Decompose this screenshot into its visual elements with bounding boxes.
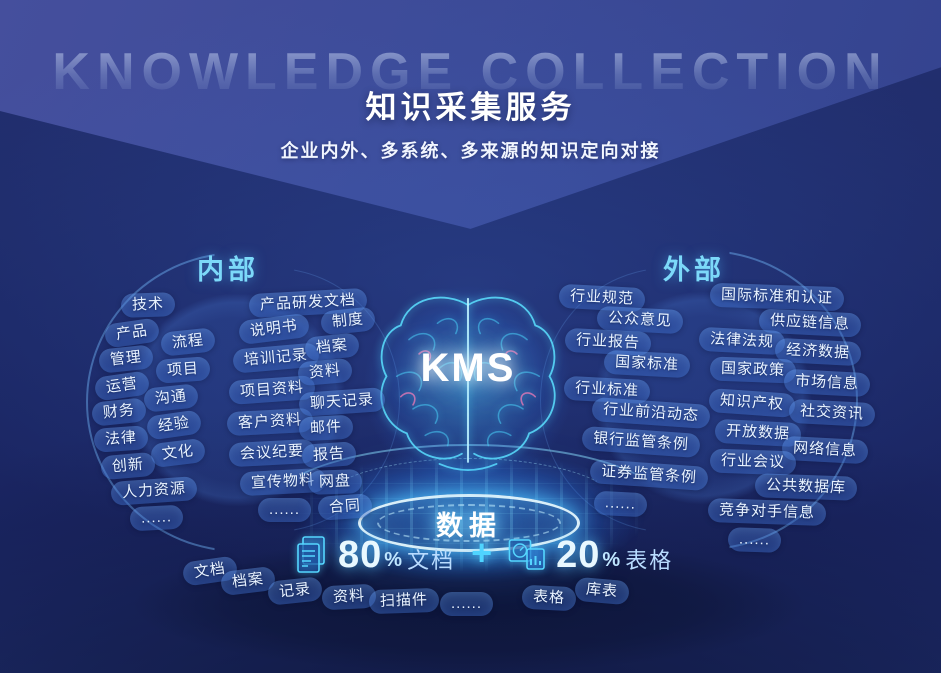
internal-tag: 管理	[97, 344, 155, 374]
internal-tag: 财务	[90, 397, 148, 427]
watermark-text: KNOWLEDGE COLLECTION	[52, 43, 889, 101]
internal-tag: 聊天记录	[298, 387, 386, 417]
external-tag: 公共数据库	[754, 473, 858, 501]
section-label-internal: 内部	[197, 255, 259, 285]
internal-tag: 网盘	[307, 469, 363, 495]
external-tag: 竞争对手信息	[707, 497, 827, 527]
external-tag: 国际标准和认证	[709, 282, 845, 312]
internal-tag: ......	[258, 498, 312, 522]
doc-percentage-unit: %	[384, 548, 403, 571]
data-ring: 数据	[358, 494, 580, 552]
external-tag: 行业前沿动态	[591, 396, 711, 430]
bottom-tag: 库表	[574, 576, 630, 606]
external-tag: 知识产权	[708, 388, 796, 418]
external-tag: 社交资讯	[788, 398, 876, 428]
external-tag: 市场信息	[783, 368, 871, 398]
internal-tag: 报告	[301, 441, 357, 469]
internal-tag: 邮件	[298, 414, 354, 442]
doc-stat-label: 文档	[407, 547, 456, 573]
internal-tag: 合同	[317, 493, 373, 521]
plus-sign: +	[471, 532, 493, 573]
internal-tag: ......	[129, 504, 184, 532]
internal-tag: 制度	[319, 306, 377, 336]
internal-tag: 说明书	[237, 312, 311, 346]
section-label-external: 外部	[663, 255, 725, 285]
doc-percentage-value: 80	[338, 533, 383, 576]
external-tag: 证券监管条例	[589, 458, 709, 492]
external-tag: ......	[593, 490, 648, 518]
internal-tag: 产品	[103, 317, 161, 349]
bottom-tag: 资料	[321, 583, 377, 611]
table-percentage-value: 20	[556, 533, 601, 576]
table-stat-label: 表格	[625, 547, 674, 573]
internal-tag: 法律	[93, 425, 149, 453]
table-percentage-unit: %	[602, 548, 621, 571]
document-stack-icon	[297, 536, 325, 573]
external-tag: ......	[727, 527, 782, 553]
internal-tag: 档案	[303, 332, 361, 362]
internal-tag: 人力资源	[110, 476, 198, 506]
internal-tag: 沟通	[142, 383, 200, 413]
page-subtitle: 企业内外、多系统、多来源的知识定向对接	[280, 141, 661, 161]
external-tag: 法律法规	[698, 326, 786, 356]
internal-tag: 经验	[145, 409, 203, 441]
bottom-tag: 表格	[521, 584, 577, 612]
internal-tag: 文化	[149, 437, 207, 469]
internal-tag: 项目	[155, 356, 211, 384]
bottom-tag: 记录	[266, 576, 324, 606]
page-title: 知识采集服务	[365, 90, 576, 125]
internal-tag: 创新	[100, 451, 156, 481]
external-tag: 银行监管条例	[581, 425, 701, 459]
data-composition-stats: 80 % 文档 + 20 % 表格	[296, 531, 673, 579]
internal-tag: 资料	[297, 357, 353, 387]
internal-tag: 流程	[159, 327, 217, 357]
brain-icon	[380, 296, 556, 471]
bottom-tag: 扫描件	[368, 587, 440, 615]
external-tag: 行业会议	[709, 448, 797, 476]
external-tag: 国家标准	[603, 349, 691, 379]
internal-tag: 技术	[120, 292, 176, 318]
internal-tag: 运营	[93, 370, 151, 402]
bottom-tag: ......	[440, 592, 494, 616]
kms-label: KMS	[420, 346, 516, 390]
table-chart-icon	[508, 539, 545, 570]
brain-visual: KMS	[334, 256, 602, 518]
